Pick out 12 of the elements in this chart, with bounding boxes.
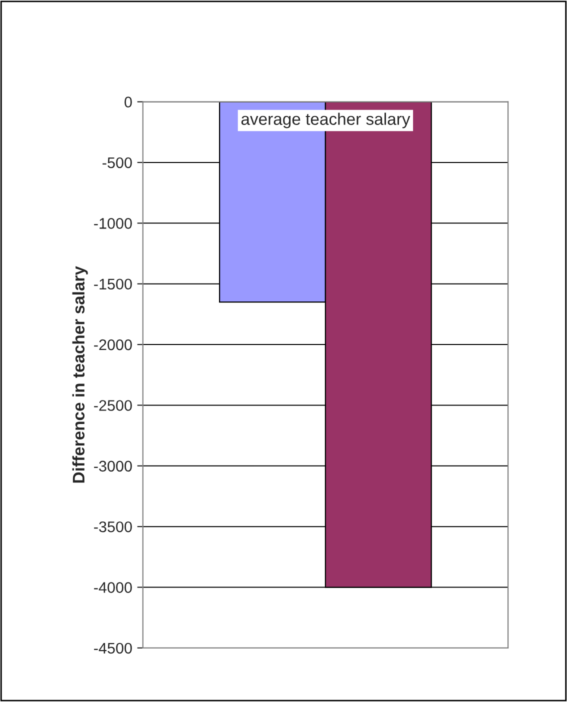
y-tick-label: -1000 xyxy=(94,218,132,229)
y-tick-label: -2500 xyxy=(94,400,132,411)
y-tick-label: -3000 xyxy=(94,460,132,472)
y-tick-label: -3500 xyxy=(94,521,132,532)
y-tick-label: -4000 xyxy=(94,582,132,593)
y-tick-label: -500 xyxy=(102,157,132,168)
y-tick-label: -1500 xyxy=(94,278,132,290)
x-tick-label: average teacher salary xyxy=(241,112,410,128)
y-tick-label: -2000 xyxy=(94,339,132,350)
y-tick-label: -4500 xyxy=(94,642,132,654)
y-axis-title: Difference in teacher salary xyxy=(72,266,88,483)
y-tick-label: 0 xyxy=(124,96,132,108)
